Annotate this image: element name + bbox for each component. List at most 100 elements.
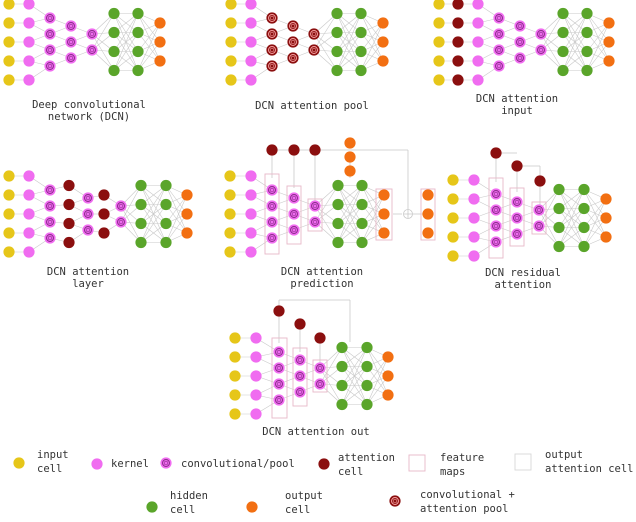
hidden-cell xyxy=(135,179,147,192)
kernel-cell xyxy=(245,0,257,10)
panel-caption-attention-layer-line: layer xyxy=(72,278,104,290)
output-cell xyxy=(382,370,394,382)
conv-pool-cell xyxy=(82,224,94,236)
output-cell xyxy=(600,231,612,243)
panel-caption-residual-attention-line: DCN residual xyxy=(485,267,561,279)
output-cell xyxy=(422,189,434,201)
attention-cell-icon xyxy=(318,458,330,470)
hidden-cell xyxy=(361,398,373,411)
input-cell xyxy=(3,246,15,258)
conv-attention-pool-cell xyxy=(266,60,278,72)
conv-pool-cell xyxy=(65,20,77,32)
hidden-cell xyxy=(355,26,367,39)
output-cell xyxy=(378,227,390,239)
kernel-cell xyxy=(245,189,257,201)
input-cell xyxy=(224,208,236,220)
kernel-cell xyxy=(250,351,262,363)
hidden-cell xyxy=(336,341,348,354)
input-cell xyxy=(224,170,236,182)
conv-pool-cell xyxy=(490,220,502,232)
panel-caption-attention-out-line: DCN attention out xyxy=(262,426,369,438)
kernel-cell xyxy=(468,212,480,224)
legend-item-output-attention-cell: output attention cell xyxy=(514,449,634,475)
output-cell xyxy=(378,189,390,201)
input-cell xyxy=(447,174,459,186)
conv-pool-cell xyxy=(273,346,285,358)
panel-caption-attention-layer-line: DCN attention xyxy=(47,266,129,278)
kernel-cell xyxy=(245,17,257,29)
feature-maps-icon xyxy=(408,454,426,472)
conv-pool-cell xyxy=(309,216,321,228)
legend-label-line: kernel xyxy=(111,458,149,470)
hidden-cell xyxy=(557,7,569,20)
output-cell xyxy=(603,36,615,48)
input-cell xyxy=(433,74,445,86)
hidden-cell xyxy=(553,240,565,253)
hidden-cell xyxy=(331,26,343,39)
legend-item-feature-maps: feature maps xyxy=(408,452,484,478)
conv-pool-cell xyxy=(44,60,56,72)
output-cell xyxy=(246,501,258,513)
kernel-cell xyxy=(91,458,103,470)
attention-cell xyxy=(452,74,464,86)
input-cell xyxy=(225,36,237,48)
attention-cell xyxy=(309,144,321,156)
attention-cell xyxy=(452,36,464,48)
caption-layer: Deep convolutional network (DCN) DCN atten… xyxy=(13,93,634,516)
hidden-cell xyxy=(146,501,158,513)
conv-pool-cell xyxy=(493,60,505,72)
conv-pool-cell xyxy=(266,216,278,228)
conv-pool-cell xyxy=(533,204,545,216)
attention-cell xyxy=(98,189,110,201)
hidden-cell xyxy=(336,379,348,392)
hidden-cell xyxy=(361,360,373,373)
connection-layer xyxy=(9,3,610,415)
conv-pool-cell xyxy=(266,184,278,196)
conv-attention-pool-cell xyxy=(287,36,299,48)
output-attention-cell-icon xyxy=(514,453,532,471)
hidden-cell xyxy=(553,221,565,234)
conv-pool-cell xyxy=(493,12,505,24)
hidden-cell xyxy=(135,236,147,249)
conv-pool-cell xyxy=(514,20,526,32)
output-cell xyxy=(154,36,166,48)
legend-item-input-cell: input cell xyxy=(13,449,69,475)
panel-caption-attention-input: DCN attention input xyxy=(476,93,558,117)
legend-label: output attention cell xyxy=(545,449,634,475)
hidden-cell xyxy=(557,45,569,58)
attention-cell xyxy=(511,160,523,172)
conv-pool-cell xyxy=(65,52,77,64)
legend-item-attention-cell: attention cell xyxy=(318,452,395,478)
kernel-cell xyxy=(245,208,257,220)
input-cell xyxy=(3,208,15,220)
hidden-cell xyxy=(160,198,172,211)
conv-pool-cell xyxy=(273,362,285,374)
hidden-cell xyxy=(332,236,344,249)
hidden-cell xyxy=(356,198,368,211)
panel-caption-residual-attention: DCN residual attention xyxy=(485,267,561,291)
input-cell xyxy=(225,17,237,29)
hidden-cell xyxy=(355,64,367,77)
legend-label-line: output xyxy=(285,490,323,502)
legend-label: convolutional + attention pool xyxy=(420,489,515,515)
hidden-cell xyxy=(578,240,590,253)
legend-item-output-cell: output cell xyxy=(246,490,323,516)
input-cell xyxy=(433,55,445,67)
kernel-cell xyxy=(23,227,35,239)
input-cell xyxy=(224,189,236,201)
hidden-cell xyxy=(160,236,172,249)
kernel-cell xyxy=(23,74,35,86)
legend-label-line: feature xyxy=(440,452,484,464)
input-cell xyxy=(3,36,15,48)
kernel-cell xyxy=(250,370,262,382)
legend-label-line: attention pool xyxy=(420,503,509,515)
conv-pool-cell xyxy=(273,378,285,390)
conv-pool-cell xyxy=(44,200,56,212)
input-cell xyxy=(3,74,15,86)
conv-pool-cell xyxy=(44,232,56,244)
kernel-cell xyxy=(472,36,484,48)
hidden-cell xyxy=(356,236,368,249)
attention-cell xyxy=(452,17,464,29)
kernel-icon xyxy=(91,458,103,470)
output-cell xyxy=(600,193,612,205)
